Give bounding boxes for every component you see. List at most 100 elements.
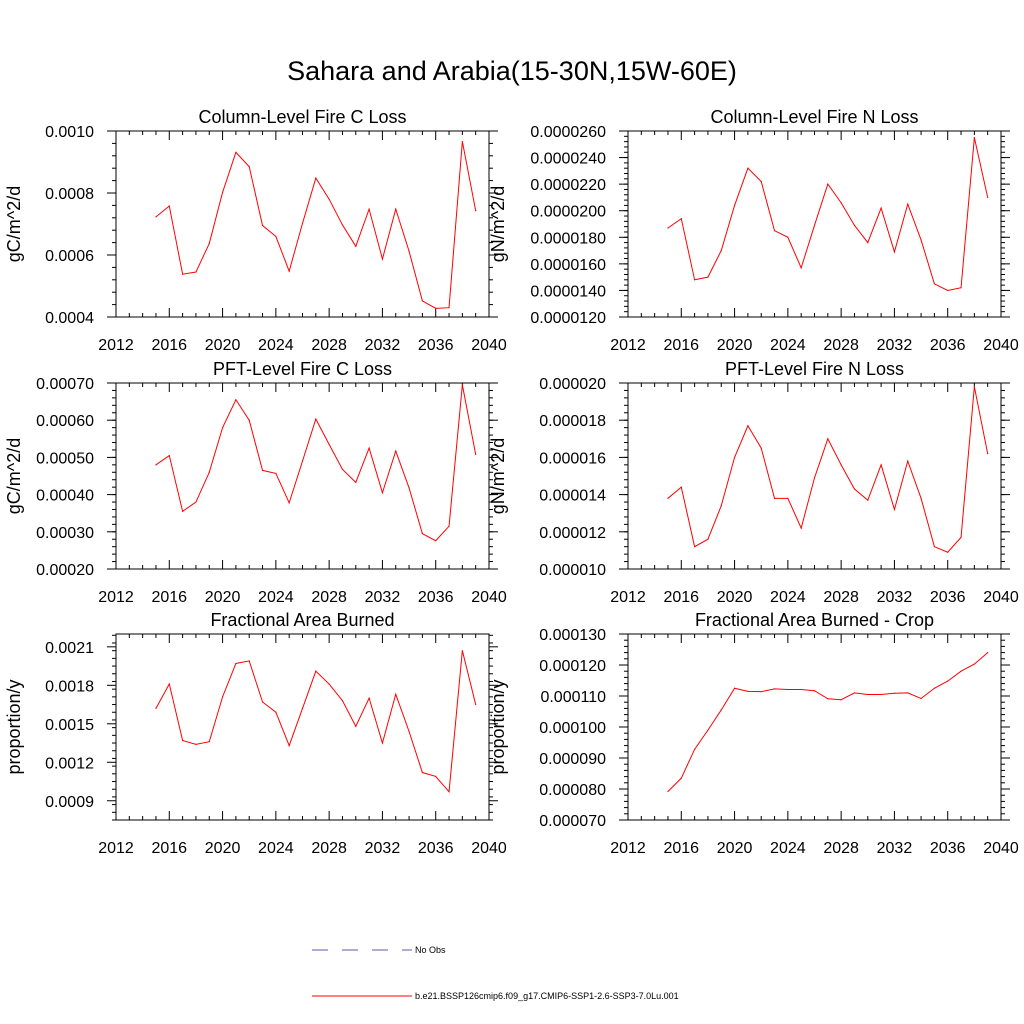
- data-point: [893, 508, 896, 511]
- x-tick-label: 2024: [770, 589, 806, 606]
- data-point: [827, 183, 829, 185]
- data-point: [461, 384, 463, 386]
- chart-panel-2: Column-Level Fire N Loss gN/m^2/d 2012 2016…: [488, 107, 1019, 354]
- y-tick-label: 0.000090: [539, 751, 606, 768]
- y-tick-label: 0.0000180: [530, 230, 606, 247]
- x-tick-label: 2012: [610, 589, 646, 606]
- data-point: [947, 680, 949, 682]
- data-point: [315, 670, 317, 672]
- chart-panel-3: PFT-Level Fire C Loss gC/m^2/d 2012 2016 202…: [4, 359, 507, 606]
- x-tick-label: 2016: [151, 337, 187, 354]
- x-tick-label: 2040: [471, 840, 507, 857]
- series-line: [667, 652, 989, 792]
- data-point: [475, 453, 477, 456]
- data-point: [395, 208, 397, 210]
- data-point: [448, 791, 450, 793]
- data-point: [773, 497, 776, 499]
- data-point: [973, 386, 975, 388]
- data-point: [395, 693, 397, 695]
- data-point: [840, 464, 842, 466]
- data-point: [315, 177, 317, 179]
- data-point: [694, 748, 696, 750]
- y-tick-label: 0.000016: [539, 450, 606, 467]
- data-point: [275, 235, 277, 237]
- data-point: [221, 427, 224, 429]
- data-point: [987, 196, 989, 199]
- chart-panel-4: PFT-Level Fire N Loss gN/m^2/d 2012 2016 202…: [488, 359, 1019, 606]
- y-tick-label: 0.000130: [539, 627, 606, 644]
- data-point: [773, 688, 776, 690]
- data-point: [341, 224, 344, 226]
- data-point: [328, 443, 330, 445]
- y-tick-label: 0.000014: [539, 488, 606, 505]
- data-point: [987, 652, 989, 654]
- y-tick-label: 0.000010: [539, 562, 606, 579]
- data-point: [787, 688, 789, 691]
- data-point: [813, 224, 816, 226]
- x-tick-label: 2040: [983, 337, 1019, 354]
- x-tick-label: 2016: [663, 337, 699, 354]
- data-point: [275, 472, 277, 474]
- x-tick-label: 2012: [98, 589, 134, 606]
- x-tick-label: 2040: [983, 589, 1019, 606]
- chart-panel-1: Column-Level Fire C Loss gC/m^2/d 2012 2016…: [4, 107, 507, 354]
- plot-frame: [115, 382, 490, 570]
- data-point: [395, 450, 397, 452]
- data-point: [747, 167, 749, 169]
- x-tick-label: 2032: [877, 337, 913, 354]
- x-tick-label: 2032: [877, 589, 913, 606]
- data-point: [880, 464, 882, 466]
- x-tick-label: 2028: [823, 840, 859, 857]
- data-point: [421, 771, 423, 774]
- data-point: [680, 486, 682, 488]
- data-point: [261, 701, 264, 703]
- data-point: [221, 696, 224, 698]
- plot-frame: [627, 633, 1002, 821]
- y-tick-label: 0.0000160: [530, 257, 606, 274]
- data-point: [248, 166, 250, 168]
- y-axis-label: proportion/y: [4, 679, 24, 774]
- data-point: [421, 300, 423, 302]
- chart-panel-5: Fractional Area Burned proportion/y 2012 20…: [4, 610, 507, 857]
- data-point: [368, 697, 370, 699]
- data-point: [760, 180, 762, 183]
- data-point: [733, 456, 736, 458]
- data-point: [355, 245, 357, 247]
- x-tick-label: 2020: [205, 589, 241, 606]
- x-tick-label: 2012: [98, 337, 134, 354]
- data-point: [694, 279, 696, 281]
- x-tick-label: 2036: [418, 840, 454, 857]
- data-point: [408, 250, 410, 252]
- x-tick-label: 2024: [770, 840, 806, 857]
- y-tick-label: 0.000070: [539, 813, 606, 830]
- y-tick-label: 0.0000260: [530, 124, 606, 141]
- x-tick-label: 2032: [365, 840, 401, 857]
- data-point: [288, 270, 290, 272]
- y-tick-label: 0.0000120: [530, 310, 606, 327]
- y-tick-label: 0.0012: [45, 755, 94, 772]
- x-tick-label: 2036: [418, 337, 454, 354]
- data-point: [707, 729, 709, 731]
- data-point: [680, 218, 682, 220]
- data-point: [195, 271, 197, 273]
- x-tick-label: 2020: [717, 337, 753, 354]
- x-tick-label: 2036: [930, 589, 966, 606]
- y-tick-label: 0.00040: [36, 488, 94, 505]
- data-point: [773, 230, 776, 232]
- data-point: [301, 707, 304, 710]
- y-tick-label: 0.0006: [45, 248, 94, 265]
- data-point: [341, 468, 344, 470]
- data-point: [155, 707, 157, 710]
- data-point: [381, 492, 384, 494]
- data-point: [827, 698, 829, 700]
- data-point: [182, 510, 184, 512]
- data-point: [907, 692, 909, 694]
- data-point: [261, 469, 264, 472]
- y-tick-label: 0.0018: [45, 678, 94, 695]
- x-tick-label: 2040: [983, 840, 1019, 857]
- data-point: [747, 690, 749, 692]
- data-point: [787, 236, 789, 238]
- y-tick-label: 0.000012: [539, 525, 606, 542]
- data-point: [867, 693, 869, 696]
